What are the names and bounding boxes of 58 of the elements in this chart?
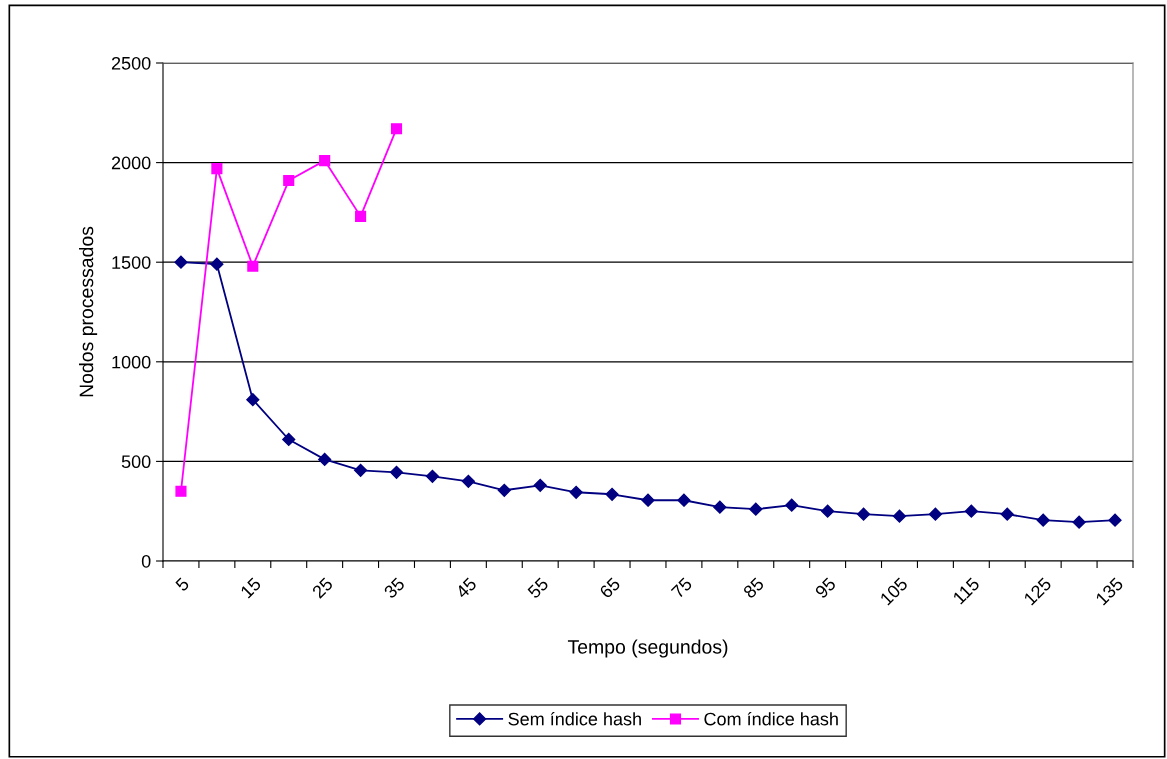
point [785,498,799,512]
point [282,432,296,447]
point [856,507,871,521]
point [892,509,907,523]
y-tick-label: 500 [121,455,151,469]
point [246,393,260,407]
legend-label: Com índice hash [704,711,838,726]
x-tick-label: 45 [454,576,478,600]
x-tick-label: 55 [527,576,550,600]
x-tick-label: 75 [670,576,693,599]
point [641,493,655,507]
x-tick-label: 125 [1023,576,1053,606]
x-tick-label: 85 [742,576,765,599]
x-tick-label: 25 [311,576,334,599]
point [210,257,224,271]
point [247,260,259,272]
point [425,469,440,483]
point [749,502,763,516]
point [390,123,403,135]
point [283,174,295,187]
point [1108,513,1122,527]
x-axis-title: Tempo (segundos) [567,639,728,658]
point [605,487,619,501]
legend-label: Sem índice hash [508,711,641,726]
point [533,478,547,492]
point [354,463,368,477]
x-tick-label: 15 [240,576,262,599]
point [175,485,187,497]
point [964,504,978,518]
y-tick-label: 1000 [112,355,151,369]
y-axis-title: Nodos processados [79,226,98,397]
x-tick-label: 135 [1095,576,1124,606]
x-tick-label: 65 [598,576,621,599]
x-tick-label: 35 [383,576,406,600]
point [497,483,511,497]
point [1036,513,1050,527]
x-tick-label: 105 [879,576,909,606]
x-tick-label: 95 [814,576,837,599]
point [821,504,835,518]
point [319,155,331,167]
point [928,507,942,521]
y-tick-label: 0 [141,554,151,568]
point [677,493,691,507]
point [211,163,223,175]
x-tick-label: 115 [952,576,981,605]
x-tick-label: 5 [174,576,190,592]
y-tick-label: 2500 [111,56,151,70]
point [569,485,583,499]
point [318,452,332,466]
point [389,465,404,479]
point [461,474,475,488]
point [174,255,188,269]
point [1000,507,1014,521]
y-tick-label: 1500 [112,256,151,269]
point [713,500,727,514]
point [1072,515,1086,529]
point [355,210,367,222]
y-tick-label: 2000 [111,156,151,170]
